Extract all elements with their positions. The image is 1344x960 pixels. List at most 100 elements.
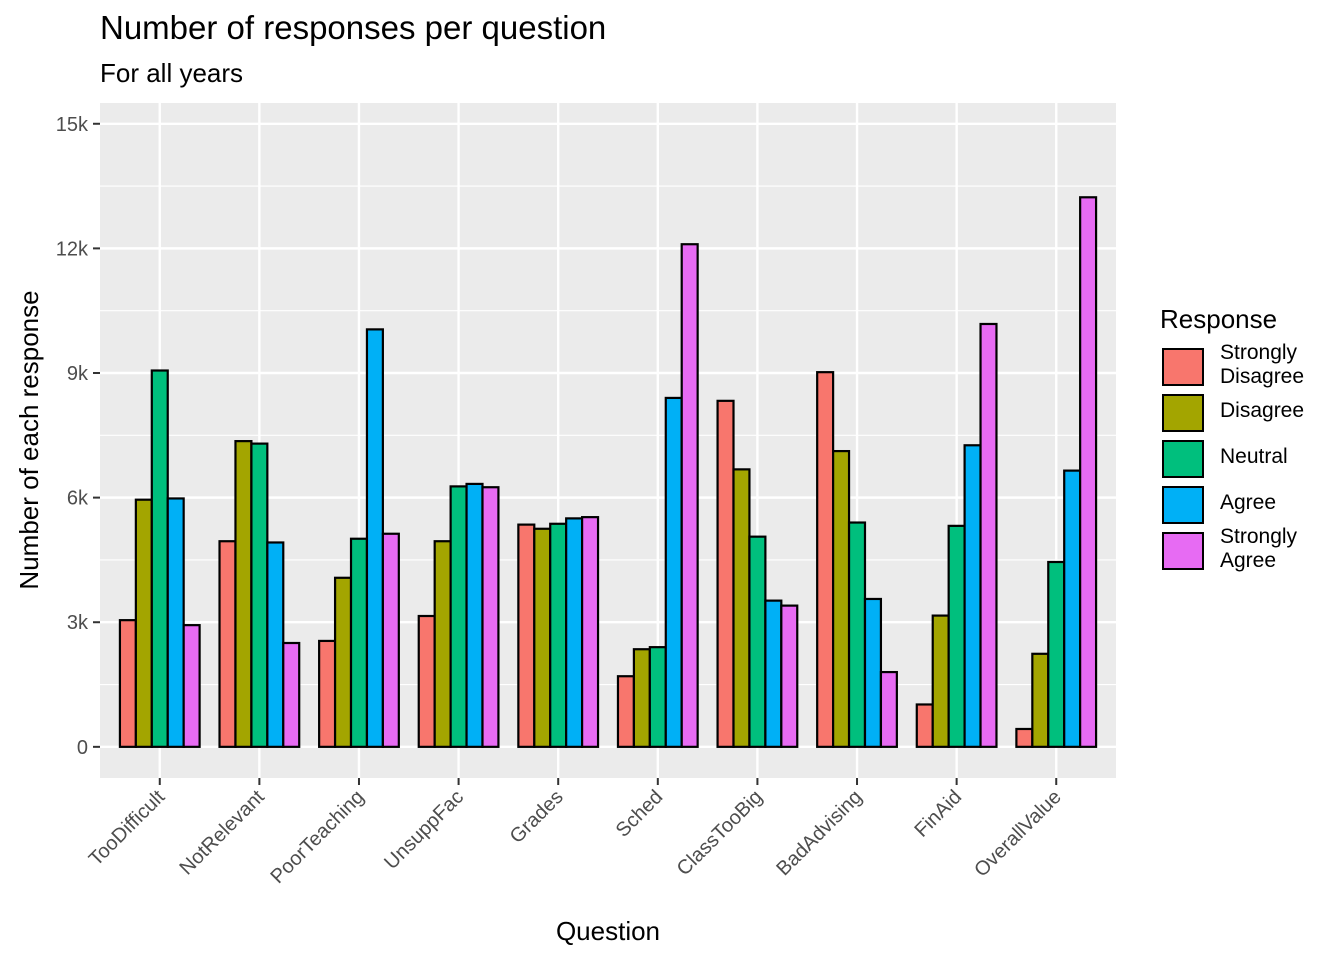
- bar: [879, 670, 898, 748]
- x-tick-label: BadAdvising: [772, 786, 866, 880]
- bar: [1031, 652, 1050, 748]
- legend-swatch: [1162, 348, 1204, 386]
- chart-title: Number of responses per question: [100, 9, 607, 46]
- bar: [481, 486, 500, 748]
- bar: [417, 614, 436, 748]
- bar: [549, 522, 568, 748]
- bar: [931, 614, 950, 748]
- legend-key: [1160, 480, 1206, 526]
- y-tick-label: 15k: [56, 114, 89, 136]
- y-axis-title: Number of each response: [14, 290, 44, 589]
- bar: [963, 444, 982, 748]
- bar: [1047, 560, 1066, 748]
- bar: [979, 322, 998, 748]
- bar: [465, 482, 484, 748]
- legend-item: Disagree: [1160, 388, 1340, 434]
- bar: [365, 328, 384, 748]
- bar: [832, 449, 851, 748]
- bar: [664, 396, 683, 748]
- bar: [764, 599, 783, 748]
- bar: [581, 516, 600, 748]
- legend-label-text: Strongly Disagree: [1220, 341, 1305, 388]
- bar: [1015, 727, 1034, 748]
- bar: [648, 646, 667, 748]
- bar: [150, 369, 169, 748]
- bar: [863, 597, 883, 748]
- bar: [780, 604, 799, 748]
- legend-item: Strongly Agree: [1160, 525, 1340, 572]
- bar: [333, 576, 353, 748]
- bar: [816, 371, 835, 748]
- bar: [166, 497, 185, 748]
- x-tick-label: OverallValue: [970, 786, 1065, 881]
- bar: [915, 703, 934, 748]
- bar: [282, 641, 301, 748]
- bar: [847, 521, 867, 748]
- x-tick-label: PoorTeaching: [266, 786, 368, 888]
- legend-swatch: [1162, 440, 1204, 478]
- bar: [318, 639, 337, 748]
- x-tick-label: NotRelevant: [176, 786, 270, 880]
- bar: [134, 498, 153, 748]
- bar: [381, 532, 400, 748]
- legend-label: Strongly Agree: [1220, 525, 1344, 572]
- bar: [1079, 196, 1098, 748]
- legend-title: Response: [1160, 304, 1278, 334]
- y-tick-label: 9k: [67, 363, 89, 385]
- legend-item: Strongly Disagree: [1160, 341, 1340, 388]
- bar: [250, 442, 269, 748]
- bar: [266, 541, 285, 748]
- legend-item: Agree: [1160, 480, 1340, 526]
- legend-label: Disagree: [1220, 388, 1344, 434]
- bar: [632, 648, 651, 748]
- bar: [732, 468, 751, 748]
- bar: [716, 399, 735, 748]
- x-tick-label: TooDifficult: [85, 786, 170, 871]
- bar: [748, 535, 767, 748]
- bar: [616, 675, 635, 748]
- bar: [517, 523, 536, 748]
- x-tick-label: FinAid: [911, 786, 967, 842]
- legend-key: [1160, 342, 1206, 388]
- x-tick-label: Grades: [506, 786, 568, 848]
- bar: [182, 624, 201, 748]
- bar: [565, 517, 584, 748]
- y-tick-label: 0: [77, 737, 88, 759]
- y-tick-label: 3k: [67, 612, 89, 634]
- x-axis-title: Question: [556, 916, 660, 946]
- legend-swatch: [1162, 394, 1204, 432]
- legend-key: [1160, 434, 1206, 480]
- chart-subtitle: For all years: [100, 58, 244, 88]
- x-tick-label: UnsuppFac: [380, 786, 468, 874]
- legend-key: [1160, 388, 1206, 434]
- legend-label: Neutral: [1220, 434, 1344, 480]
- bar: [947, 524, 966, 748]
- bars: [118, 196, 1098, 748]
- y-tick-label: 6k: [67, 488, 89, 510]
- legend-label-text: Neutral: [1220, 445, 1288, 468]
- legend-item: Neutral: [1160, 434, 1340, 480]
- legend-label-text: Disagree: [1220, 399, 1305, 422]
- bar: [349, 537, 369, 748]
- legend-label: Agree: [1220, 480, 1344, 526]
- bar: [218, 540, 237, 748]
- legend-label-text: Agree: [1220, 491, 1277, 514]
- bar: [1063, 469, 1082, 748]
- x-tick-label: ClassTooBig: [673, 786, 767, 880]
- legend-label-text: Strongly Agree: [1220, 525, 1298, 572]
- legend-swatch: [1162, 486, 1204, 524]
- legend-key: [1160, 526, 1206, 572]
- legend-label: Strongly Disagree: [1220, 341, 1344, 388]
- bar: [433, 540, 452, 748]
- bar: [449, 485, 468, 748]
- legend-swatch: [1162, 532, 1204, 570]
- bar: [680, 243, 699, 748]
- y-tick-label: 12k: [56, 238, 89, 260]
- bar: [234, 440, 253, 748]
- y-axis: 0 3k 6k 9k 12k 15k: [56, 114, 100, 759]
- x-tick-label: Sched: [612, 786, 668, 842]
- bar: [533, 527, 552, 748]
- bar: [118, 619, 137, 748]
